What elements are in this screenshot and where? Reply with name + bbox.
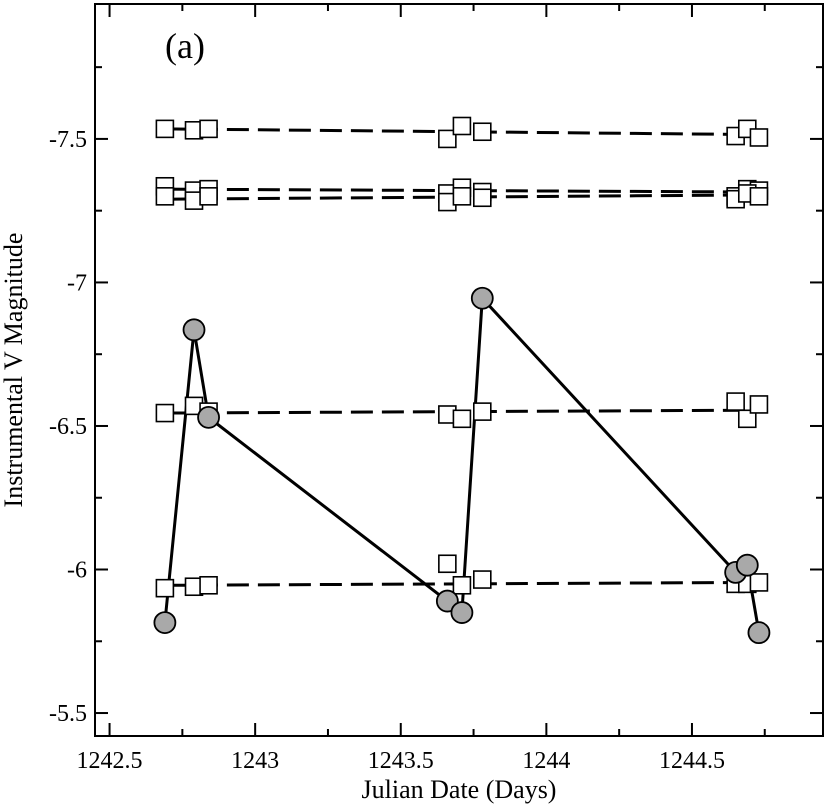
circle-marker (450, 601, 474, 624)
circle-marker (735, 553, 759, 577)
circle-marker (153, 611, 177, 635)
square-marker (472, 402, 492, 421)
square-marker (452, 409, 472, 429)
x-tick-label: 1244.5 (659, 748, 725, 774)
panel-label: (a) (165, 26, 205, 66)
square-marker (452, 575, 472, 595)
square-marker (199, 187, 218, 206)
square-marker (749, 573, 769, 592)
circle-marker (747, 621, 771, 645)
square-marker (749, 128, 769, 147)
square-marker (452, 116, 472, 136)
y-tick-label: -7.5 (49, 127, 87, 153)
x-tick-label: 1244 (522, 748, 570, 774)
square-marker (726, 392, 745, 411)
square-marker (472, 188, 492, 208)
x-tick-label: 1243 (231, 748, 279, 774)
y-tick-label: -6.5 (49, 414, 87, 440)
square-marker (452, 187, 472, 206)
circle-marker (182, 318, 206, 342)
markers-layer (153, 116, 771, 645)
plot-frame (94, 3, 824, 737)
x-axis-title: Julian Date (Days) (362, 775, 557, 804)
square-marker (155, 578, 175, 598)
square-marker (155, 187, 175, 206)
x-tick-label: 1243.5 (368, 748, 434, 774)
square-marker (155, 119, 175, 139)
square-marker (199, 119, 218, 139)
square-marker (749, 187, 769, 206)
square-marker (155, 403, 175, 423)
square-marker (472, 122, 492, 142)
square-marker (737, 409, 757, 429)
square-marker (438, 129, 457, 149)
ticks-layer: 1242.5 1243 1243.5 1244 1244.5 -7.5 -7 -6.5 -6 -5… (49, 4, 823, 774)
square-marker (438, 554, 457, 574)
circle-marker (197, 405, 220, 429)
y-tick-label: -6 (67, 558, 87, 584)
square-marker (472, 570, 492, 589)
y-tick-label: -7 (67, 270, 87, 296)
y-tick-label: -5.5 (49, 701, 87, 727)
circle-marker (470, 286, 494, 310)
y-axis-title: Instrumental V Magnitude (0, 233, 28, 508)
x-tick-label: 1242.5 (77, 748, 143, 774)
square-marker (749, 395, 769, 414)
square-marker (199, 575, 218, 595)
